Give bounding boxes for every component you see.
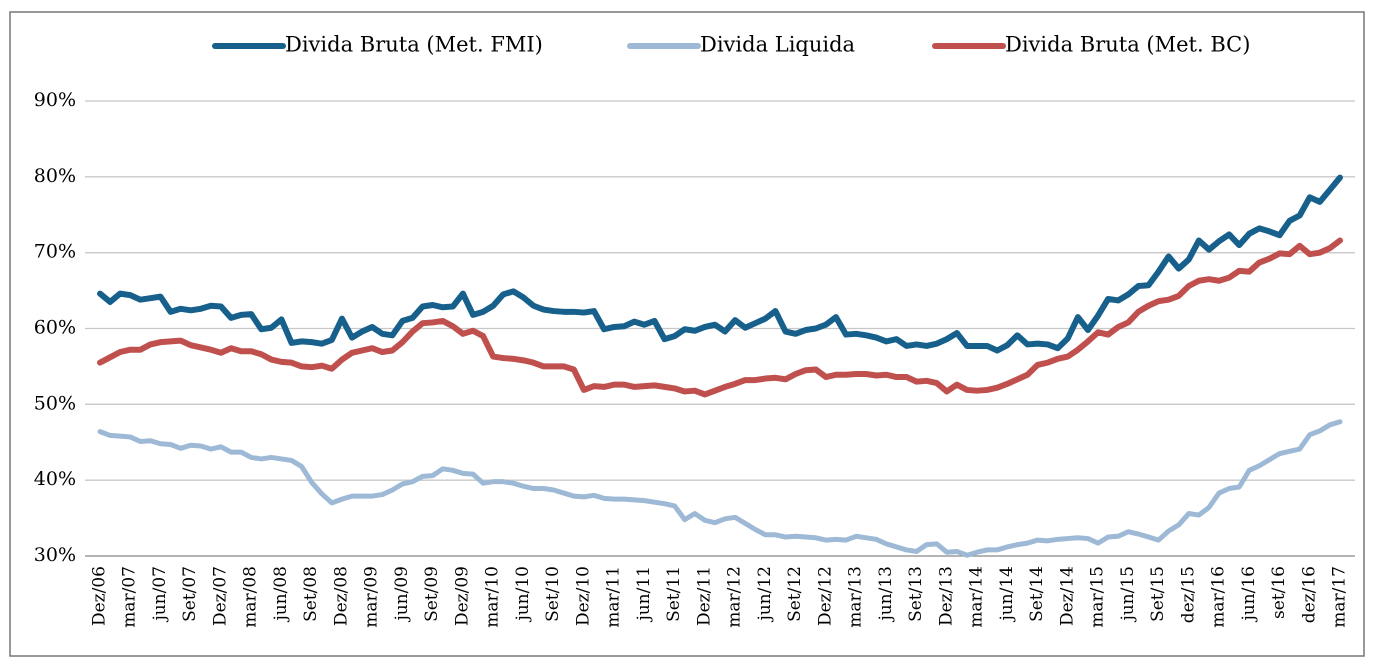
y-tick-label: 80% [34, 165, 76, 187]
x-tick-label: Dez/08 [331, 566, 351, 626]
x-tick-label: mar/17 [1330, 566, 1350, 628]
x-tick-label: jun/14 [997, 566, 1017, 623]
data-line [97, 419, 1343, 558]
x-tick-label: Dez/09 [452, 566, 472, 626]
x-tick-label: mar/08 [241, 566, 261, 628]
x-tick-label: jun/12 [755, 566, 775, 623]
legend-label: Divida Bruta (Met. FMI) [285, 33, 543, 57]
legend-label: Divida Liquida [700, 33, 855, 57]
x-tick-label: jun/10 [513, 566, 533, 623]
x-tick-label: mar/12 [725, 566, 745, 628]
x-tick-label: mar/15 [1088, 566, 1108, 628]
data-line [97, 237, 1343, 398]
x-tick-label: Set/09 [422, 566, 442, 622]
y-tick-label: 90% [34, 89, 76, 111]
x-tick-label: Dez/11 [694, 566, 714, 626]
x-tick-label: jun/16 [1239, 566, 1259, 623]
x-tick-label: jun/15 [1118, 566, 1138, 623]
y-tick-label: 30% [34, 544, 76, 566]
chart-frame [9, 11, 1365, 657]
x-tick-label: Set/11 [664, 566, 684, 622]
x-tick-label: Dez/10 [573, 566, 593, 626]
x-tick-label: dez/15 [1178, 566, 1198, 623]
x-tick-label: Dez/13 [936, 566, 956, 626]
x-tick-label: set/16 [1269, 566, 1289, 619]
x-tick-label: jun/08 [271, 566, 291, 623]
x-tick-label: Set/07 [180, 566, 200, 622]
x-tick-label: Set/13 [906, 566, 926, 622]
y-tick-label: 50% [34, 392, 76, 414]
x-tick-label: mar/14 [967, 566, 987, 628]
y-tick-label: 60% [34, 317, 76, 339]
x-tick-label: Set/10 [543, 566, 563, 622]
x-tick-label: mar/09 [362, 566, 382, 628]
x-tick-label: jun/09 [392, 566, 412, 623]
y-tick-label: 40% [34, 468, 76, 490]
x-tick-label: mar/10 [483, 566, 503, 628]
y-tick-label: 70% [34, 241, 76, 263]
x-tick-label: mar/07 [120, 566, 140, 628]
x-tick-label: jun/07 [150, 566, 170, 623]
x-tick-label: mar/16 [1209, 566, 1229, 628]
x-tick-label: jun/11 [634, 566, 654, 623]
x-tick-label: Dez/07 [210, 566, 230, 626]
x-tick-label: Set/08 [301, 566, 321, 622]
x-tick-label: Dez/12 [815, 566, 835, 626]
x-tick-label: Dez/06 [90, 566, 110, 626]
x-tick-label: Dez/14 [1057, 566, 1077, 626]
x-tick-label: mar/11 [604, 566, 624, 628]
x-tick-label: dez/16 [1299, 566, 1319, 623]
x-tick-label: mar/13 [846, 566, 866, 628]
x-tick-label: Set/14 [1027, 566, 1047, 622]
data-line [97, 174, 1343, 354]
x-tick-label: Set/12 [785, 566, 805, 622]
legend-label: Divida Bruta (Met. BC) [1005, 33, 1250, 57]
x-tick-label: Set/15 [1148, 566, 1168, 622]
x-tick-label: jun/13 [876, 566, 896, 623]
